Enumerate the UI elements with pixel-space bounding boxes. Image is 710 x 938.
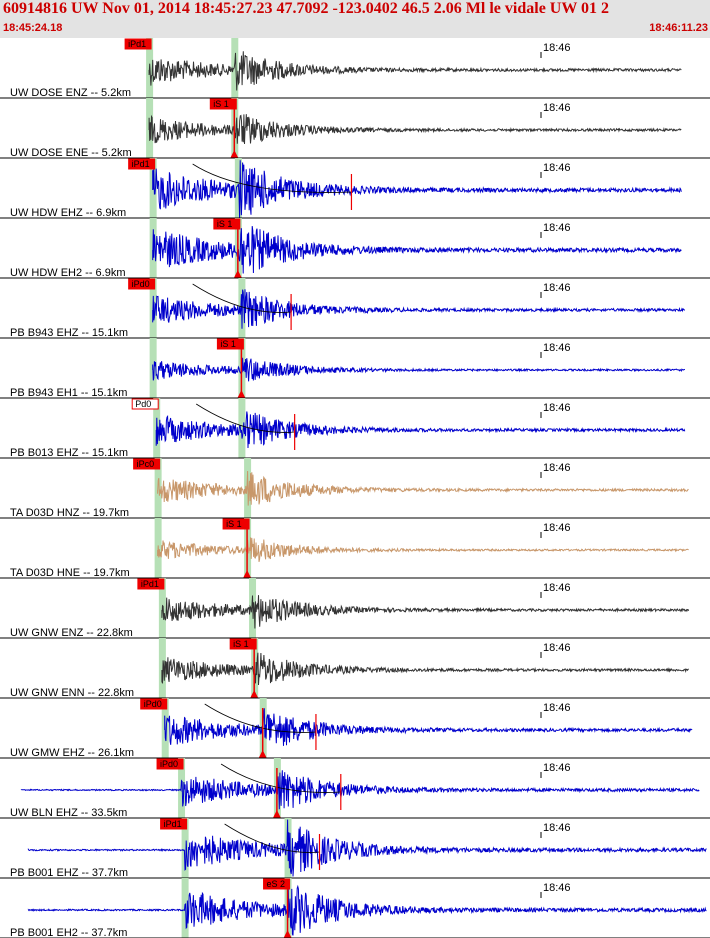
decay-curve	[224, 823, 320, 853]
p-pick-band	[178, 758, 186, 818]
s-pick-arrow	[230, 150, 239, 158]
decay-curve	[195, 403, 295, 433]
trace-waveform	[27, 882, 707, 936]
pick-box	[140, 698, 168, 710]
station-label: UW GNW ENZ -- 22.8km	[10, 627, 133, 639]
s-pick-arrow	[250, 690, 259, 698]
p-pick-band	[181, 818, 189, 878]
minute-label: 18:46	[543, 42, 571, 54]
decay-curve	[192, 163, 352, 193]
minute-label: 18:46	[543, 402, 571, 414]
pick-label: iPd1	[164, 819, 182, 829]
s-pick-arrow	[237, 390, 246, 398]
pick-label: iPd0	[132, 279, 150, 289]
pick-box	[124, 38, 152, 50]
trace-waveform	[148, 114, 682, 145]
s-pick-arrow	[243, 570, 252, 578]
minute-label: 18:46	[543, 762, 571, 774]
minute-label: 18:46	[543, 822, 571, 834]
pick-label: iS 1	[213, 99, 229, 109]
start-time: 18:45:24.18	[3, 22, 63, 34]
minute-label: 18:46	[543, 582, 571, 594]
s-pick-arrow	[233, 270, 242, 278]
pick-label: eS 2	[267, 879, 286, 889]
trace-waveform	[20, 770, 700, 810]
minute-label: 18:46	[543, 222, 571, 234]
pick-box	[216, 338, 244, 350]
pick-label: iPd0	[144, 699, 162, 709]
station-label: TA D03D HNZ -- 19.7km	[10, 507, 129, 519]
minute-label: 18:46	[543, 282, 571, 294]
station-label: UW GMW EHZ -- 26.1km	[10, 747, 134, 759]
trace-waveform	[148, 51, 682, 91]
pick-box	[128, 158, 156, 170]
s-pick-arrow	[272, 810, 281, 818]
pick-box	[229, 638, 257, 650]
station-label: TA D03D HNE -- 19.7km	[10, 567, 130, 579]
trace-waveform	[152, 357, 686, 382]
pick-box	[131, 398, 159, 410]
seismogram-panel: iPd1 18:46 UW DOSE ENZ -- 5.2km iS 1 18:46 UW…	[0, 38, 710, 938]
pick-label: iPd1	[128, 39, 146, 49]
station-label: UW GNW ENN -- 22.8km	[10, 687, 134, 699]
p-pick-band	[158, 638, 166, 698]
decay-curve	[204, 703, 316, 733]
pick-label: Pd0	[135, 399, 151, 409]
trace-waveform	[157, 537, 689, 563]
s-pick-arrow	[258, 750, 267, 758]
pick-label: iS 1	[226, 519, 242, 529]
pick-label: iPc0	[137, 459, 155, 469]
minute-label: 18:46	[543, 102, 571, 114]
station-label: PB B013 EHZ -- 15.1km	[10, 447, 128, 459]
decay-curve	[192, 283, 292, 313]
pick-label: iPd1	[141, 579, 159, 589]
pick-label: iPd1	[132, 159, 150, 169]
minute-label: 18:46	[543, 462, 571, 474]
event-header: 60914816 UW Nov 01, 2014 18:45:27.23 47.…	[0, 0, 710, 38]
trace-waveform	[161, 652, 689, 686]
trace-waveform	[161, 595, 690, 629]
minute-label: 18:46	[543, 342, 571, 354]
pick-label: iS 1	[217, 219, 233, 229]
pick-box	[133, 458, 161, 470]
minute-label: 18:46	[543, 882, 571, 894]
pick-box	[160, 818, 188, 830]
pick-label: iS 1	[233, 639, 249, 649]
station-label: UW DOSE ENZ -- 5.2km	[10, 87, 131, 99]
pick-box	[263, 878, 291, 890]
trace-waveform	[152, 226, 682, 274]
minute-label: 18:46	[543, 522, 571, 534]
minute-label: 18:46	[543, 702, 571, 714]
end-time: 18:46:11.23	[649, 22, 708, 34]
s-pick-arrow	[283, 930, 292, 938]
pick-box	[209, 98, 237, 110]
pick-label: iPd0	[160, 759, 178, 769]
trace-waveform	[152, 289, 685, 329]
minute-label: 18:46	[543, 642, 571, 654]
station-label: PB B943 EH1 -- 15.1km	[10, 387, 127, 399]
station-label: UW BLN EHZ -- 33.5km	[10, 807, 127, 819]
decay-curve	[220, 763, 341, 793]
pick-label: iS 1	[220, 339, 236, 349]
trace-waveform	[157, 470, 689, 506]
station-label: UW HDW EH2 -- 6.9km	[10, 267, 126, 279]
station-label: PB B943 EHZ -- 15.1km	[10, 327, 128, 339]
station-label: UW HDW EHZ -- 6.9km	[10, 207, 126, 219]
trace-waveform	[155, 411, 686, 449]
pick-box	[156, 758, 184, 770]
station-label: PB B001 EH2 -- 37.7km	[10, 927, 127, 938]
pick-box	[222, 518, 250, 530]
pick-box	[137, 578, 165, 590]
s-pick-band	[238, 398, 246, 458]
pick-box	[213, 218, 241, 230]
s-pick-band	[231, 38, 239, 98]
event-title: 60914816 UW Nov 01, 2014 18:45:27.23 47.…	[3, 0, 610, 17]
pick-box	[128, 278, 156, 290]
station-label: PB B001 EHZ -- 37.7km	[10, 867, 128, 879]
trace-waveform	[164, 708, 693, 746]
station-label: UW DOSE ENE -- 5.2km	[10, 147, 132, 159]
trace-waveform	[152, 160, 682, 219]
minute-label: 18:46	[543, 162, 571, 174]
trace-waveform	[27, 819, 707, 877]
